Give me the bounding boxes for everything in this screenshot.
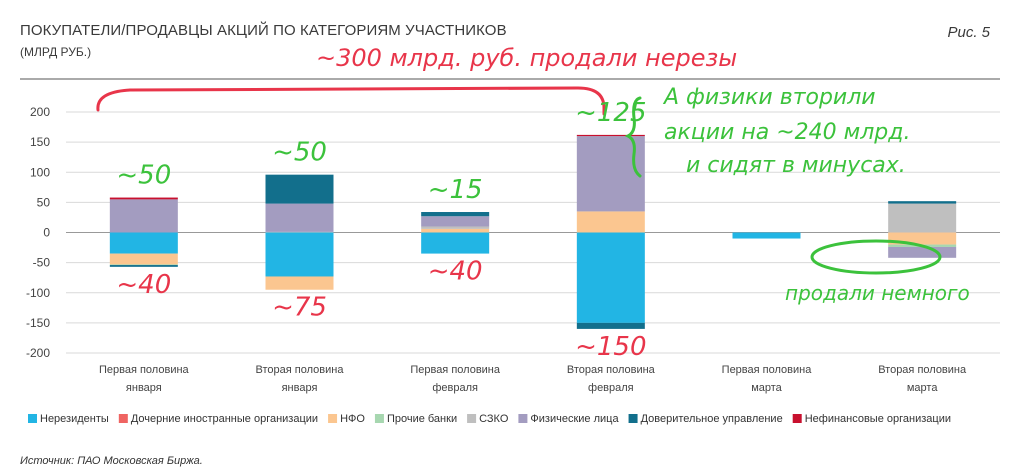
x-category-label: Вторая половина — [256, 364, 345, 376]
gridlines — [66, 111, 1000, 354]
bar-segment — [421, 228, 490, 233]
x-category-label: Первая половина — [99, 364, 190, 376]
x-category-label: марта — [751, 382, 782, 394]
legend-label: Прочие банки — [387, 413, 457, 425]
bar-segment — [109, 265, 178, 267]
source-note: Источник: ПАО Московская Биржа. — [20, 455, 203, 467]
legend-swatch — [792, 414, 802, 423]
x-category-label: января — [126, 382, 162, 394]
bar-segment — [109, 264, 178, 266]
bar-segment — [265, 231, 334, 233]
top-note: ~300 млрд. руб. продали нерезы — [316, 44, 737, 72]
y-tick-label: -150 — [26, 316, 50, 330]
bar-segment — [109, 197, 178, 200]
bar-segment — [576, 232, 645, 323]
x-category-label: февраля — [432, 382, 478, 394]
bar-segment — [421, 232, 490, 254]
bottom-right-note: продали немного — [785, 281, 970, 305]
y-axis-ticks: 200 150 100 50 0 -50 -100 -150 -200 — [26, 105, 50, 360]
x-category-label: Вторая половина — [878, 364, 967, 376]
bar-segment — [265, 276, 334, 290]
legend-item: Физические лица — [518, 413, 619, 425]
bar-segment — [109, 199, 178, 233]
bar-segment — [888, 246, 957, 258]
bar-segment — [576, 134, 645, 137]
bar-segment — [265, 174, 334, 204]
chart-subtitle: (МЛРД РУБ.) — [20, 45, 92, 59]
legend-label: НФО — [340, 413, 365, 425]
legend-swatch — [328, 414, 338, 423]
legend-swatch — [374, 414, 384, 423]
bar-segment — [109, 232, 178, 254]
bar-segment — [265, 203, 334, 232]
x-category-label: марта — [907, 382, 938, 394]
x-category-label: Первая половина — [722, 364, 813, 376]
legend-label: СЗКО — [479, 413, 509, 425]
y-tick-label: 200 — [30, 105, 50, 119]
legend-label: Нефинансовые организации — [805, 413, 951, 425]
bar-annotation-label: ~75 — [272, 293, 327, 323]
legend-label: Доверительное управление — [641, 413, 783, 425]
bar-segment — [421, 226, 490, 229]
bar-value-annotations: ~50 ~40 ~50 ~75 ~15 ~40 ~125 ~150 — [116, 98, 646, 362]
legend-swatch — [518, 414, 528, 423]
y-tick-label: -100 — [26, 286, 50, 300]
y-tick-label: 150 — [30, 135, 50, 149]
legend-item: СЗКО — [467, 413, 509, 425]
y-tick-label: -200 — [26, 346, 50, 360]
right-note-line-1: А физики вторили — [662, 85, 876, 110]
legend-item: Прочие банки — [374, 413, 457, 425]
bar-annotation-label: ~50 — [272, 138, 327, 168]
y-tick-label: 50 — [37, 195, 51, 209]
bar-segment — [421, 216, 490, 227]
x-category-label: января — [282, 382, 318, 394]
bar-annotation-label: ~125 — [575, 98, 646, 128]
legend-label: Физические лица — [530, 413, 619, 425]
legend-label: Дочерние иностранные организации — [131, 413, 318, 425]
legend-item: Нефинансовые организации — [792, 413, 951, 425]
legend-item: НФО — [328, 413, 365, 425]
legend-swatch — [467, 414, 477, 423]
legend-item: Доверительное управление — [628, 413, 783, 425]
bar-segment — [888, 203, 957, 233]
bar-segment — [732, 232, 801, 239]
y-tick-label: 0 — [43, 226, 50, 240]
legend-item: Дочерние иностранные организации — [118, 413, 318, 425]
x-category-label: февраля — [588, 382, 634, 394]
bar-annotation-label: ~15 — [428, 175, 483, 205]
bar-segment — [421, 212, 490, 217]
legend-label: Нерезиденты — [40, 413, 109, 425]
top-note-bracket — [96, 86, 606, 116]
x-category-label: Вторая половина — [567, 364, 656, 376]
legend: Нерезиденты Дочерние иностранные организа… — [28, 413, 951, 425]
bar-segment — [576, 211, 645, 233]
figure-label: Рис. 5 — [947, 24, 990, 41]
right-note-line-3: и сидят в минусах. — [686, 153, 906, 178]
legend-swatch — [28, 414, 37, 423]
legend-swatch — [628, 414, 638, 423]
x-axis-categories: Первая половина января Вторая половина янва… — [99, 364, 967, 394]
legend-swatch — [118, 414, 128, 423]
chart-title: ПОКУПАТЕЛИ/ПРОДАВЦЫ АКЦИЙ ПО КАТЕГОРИЯМ … — [20, 22, 507, 39]
bar-annotation-label: ~150 — [575, 332, 646, 362]
bar-segment — [576, 322, 645, 329]
bar-segment — [265, 232, 334, 277]
right-note-brace — [624, 96, 642, 178]
x-category-label: Первая половина — [410, 364, 501, 376]
bar-segment — [888, 201, 957, 204]
bar-annotation-label: ~40 — [428, 257, 483, 287]
right-note-line-2: акции на ~240 млрд. — [664, 120, 910, 145]
handwritten-annotations: ~300 млрд. руб. продали нерезы А физики … — [96, 44, 970, 305]
y-tick-label: 100 — [30, 165, 50, 179]
bar-segment — [109, 253, 178, 265]
bars — [109, 134, 957, 329]
bar-annotation-label: ~40 — [116, 270, 171, 300]
bar-annotation-label: ~50 — [116, 161, 171, 191]
y-tick-label: -50 — [33, 256, 51, 270]
legend-item: Нерезиденты — [28, 413, 109, 425]
march-segment-circle — [810, 239, 942, 275]
